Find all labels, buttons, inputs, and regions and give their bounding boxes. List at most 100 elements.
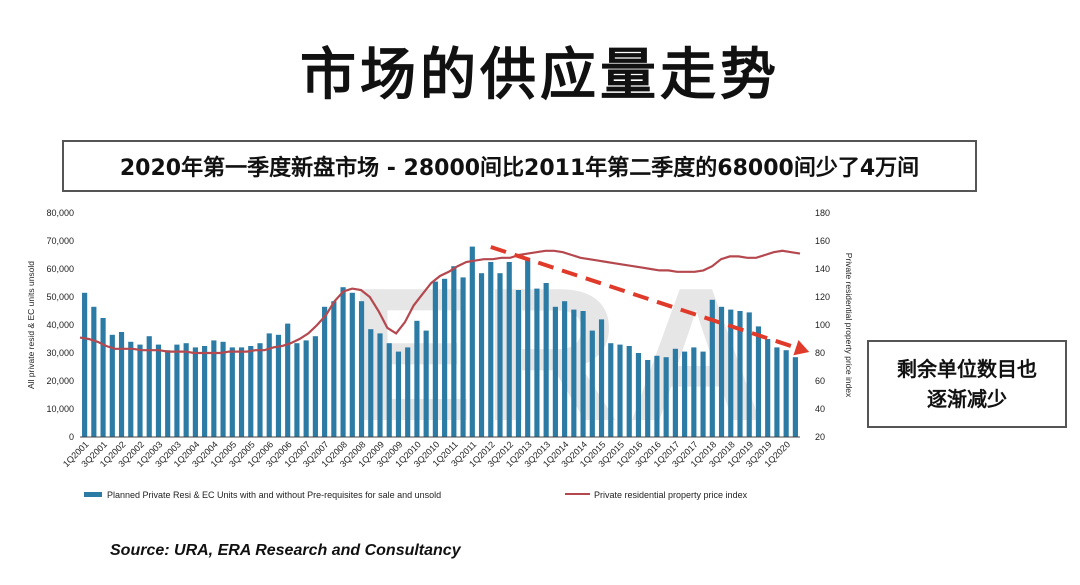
bar bbox=[432, 281, 438, 437]
bar bbox=[645, 360, 651, 437]
bar bbox=[266, 333, 272, 437]
bar bbox=[589, 330, 595, 437]
bar bbox=[174, 344, 180, 437]
bar bbox=[285, 323, 291, 437]
bar bbox=[386, 343, 392, 437]
bar bbox=[783, 350, 789, 437]
bar bbox=[423, 330, 429, 437]
bar bbox=[682, 351, 688, 437]
bar bbox=[792, 357, 798, 437]
bar bbox=[294, 343, 300, 437]
bar bbox=[192, 347, 198, 437]
bar bbox=[303, 340, 309, 437]
bar bbox=[728, 309, 734, 437]
y2-tick-label: 140 bbox=[815, 264, 830, 274]
bar bbox=[202, 346, 208, 437]
bar bbox=[718, 306, 725, 437]
y-tick-label: 60,000 bbox=[46, 264, 74, 274]
bar bbox=[211, 340, 217, 437]
bar bbox=[700, 351, 706, 437]
bar bbox=[118, 332, 125, 437]
bar bbox=[165, 350, 171, 437]
bar bbox=[478, 273, 485, 437]
bar bbox=[774, 347, 780, 437]
source-note: Source: URA, ERA Research and Consultanc… bbox=[110, 542, 461, 559]
y2-tick-label: 80 bbox=[815, 348, 825, 358]
y-tick-label: 50,000 bbox=[46, 292, 74, 302]
bar bbox=[358, 301, 365, 437]
subtitle-box: 2020年第一季度新盘市场 - 28000间比2011年第二季度的68000间少… bbox=[62, 140, 977, 192]
bar bbox=[626, 346, 632, 437]
bar bbox=[663, 357, 669, 437]
bar bbox=[765, 339, 771, 437]
bar bbox=[709, 299, 715, 437]
bar bbox=[322, 306, 328, 437]
bar bbox=[451, 266, 457, 437]
price-line-group bbox=[79, 249, 801, 355]
bar bbox=[109, 334, 115, 437]
trend-arrow-group bbox=[490, 245, 810, 356]
bar bbox=[506, 262, 512, 437]
bar bbox=[275, 334, 282, 437]
bar bbox=[497, 273, 503, 437]
bar bbox=[82, 292, 88, 437]
bar bbox=[146, 336, 152, 437]
bar bbox=[737, 311, 743, 437]
bar bbox=[312, 336, 318, 437]
y-tick-label: 0 bbox=[69, 432, 74, 442]
callout-line-2: 逐渐减少 bbox=[927, 387, 1007, 411]
bar bbox=[442, 278, 448, 437]
y2-tick-label: 180 bbox=[815, 208, 830, 218]
bar bbox=[460, 277, 466, 437]
y-tick-label: 10,000 bbox=[46, 404, 74, 414]
bar bbox=[405, 347, 411, 437]
trend-arrow-head bbox=[793, 340, 810, 356]
legend-group: Planned Private Resi & EC Units with and… bbox=[84, 490, 748, 500]
watermark: ERA bbox=[347, 249, 772, 461]
bar bbox=[395, 351, 402, 437]
bar bbox=[469, 246, 475, 437]
price-index-line bbox=[79, 249, 801, 355]
y-tick-label: 80,000 bbox=[46, 208, 74, 218]
y2-tick-label: 120 bbox=[815, 292, 830, 302]
legend-line-label: Private residential property price index bbox=[594, 490, 748, 500]
legend-bars-swatch bbox=[84, 492, 102, 497]
bar bbox=[515, 290, 522, 437]
bar bbox=[598, 319, 605, 437]
bar bbox=[137, 344, 143, 437]
bar bbox=[534, 288, 540, 437]
bar bbox=[100, 318, 106, 437]
y2-tick-label: 40 bbox=[815, 404, 825, 414]
trend-arrow-shaft bbox=[490, 245, 797, 350]
bar bbox=[331, 301, 337, 437]
y2-tick-label: 100 bbox=[815, 320, 830, 330]
bar bbox=[672, 348, 678, 437]
bar bbox=[654, 355, 660, 437]
y-tick-label: 70,000 bbox=[46, 236, 74, 246]
subtitle-text: 2020年第一季度新盘市场 - 28000间比2011年第二季度的68000间少… bbox=[119, 156, 920, 181]
bar bbox=[377, 333, 383, 437]
bar bbox=[248, 346, 254, 437]
y-axis-title: All private resid & EC units unsold bbox=[26, 261, 36, 389]
bar bbox=[91, 306, 97, 437]
legend-bars-label: Planned Private Resi & EC Units with and… bbox=[107, 490, 441, 500]
bar bbox=[155, 344, 162, 437]
bars-group bbox=[82, 246, 798, 437]
bar bbox=[229, 347, 235, 437]
bar bbox=[183, 343, 189, 437]
bar bbox=[257, 343, 263, 437]
bar bbox=[746, 312, 752, 437]
bar bbox=[488, 262, 494, 437]
bar bbox=[543, 283, 549, 437]
y2-axis-title: Private residential property price index bbox=[844, 253, 854, 398]
bar bbox=[368, 329, 374, 437]
y2-tick-label: 160 bbox=[815, 236, 830, 246]
bar bbox=[755, 326, 762, 437]
bar bbox=[580, 311, 586, 437]
bar bbox=[238, 347, 245, 437]
bar bbox=[340, 287, 346, 437]
y-tick-label: 30,000 bbox=[46, 348, 74, 358]
bar bbox=[571, 309, 577, 437]
y2-tick-label: 20 bbox=[815, 432, 825, 442]
